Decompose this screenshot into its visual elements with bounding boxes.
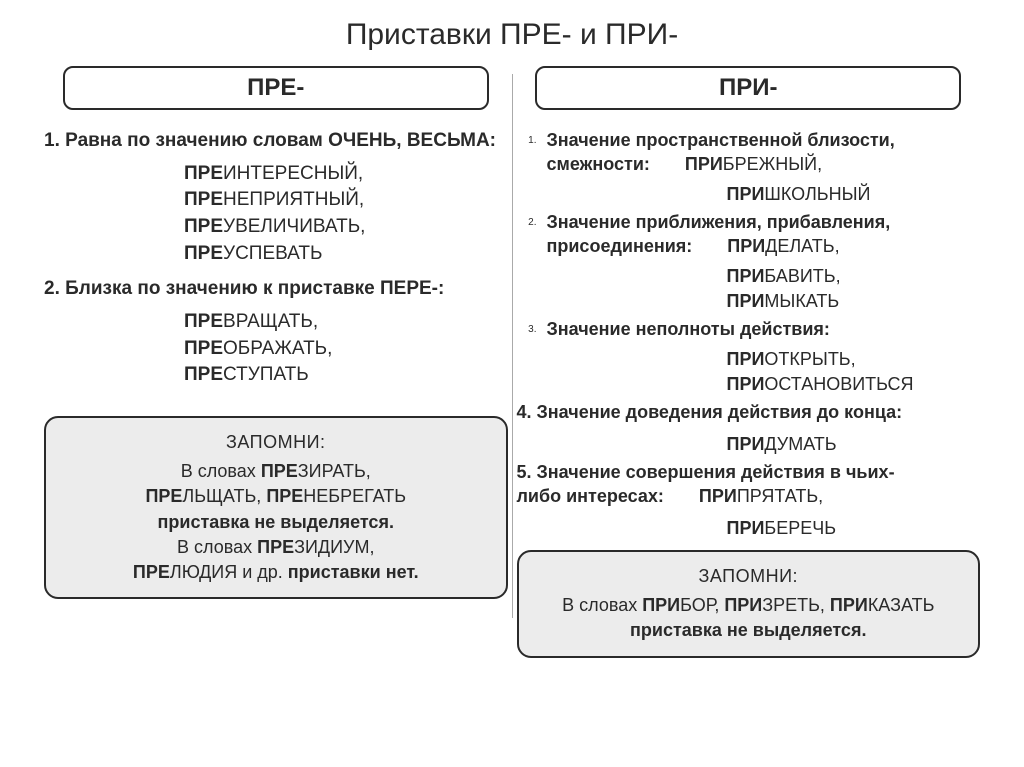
example-word: МЫКАТЬ — [764, 291, 839, 311]
rule-text: Близка по значению к приставке ПЕРЕ-: — [65, 278, 444, 299]
right-rule-2: 2. Значение приближения, прибавления, пр… — [517, 210, 981, 259]
rule-text: либо интересах: — [517, 486, 664, 506]
rule-text: Значение приближения, прибавления, — [547, 210, 891, 234]
left-examples-2: ПРЕВРАЩАТЬ, ПРЕОБРАЖАТЬ, ПРЕСТУПАТЬ — [184, 310, 508, 388]
right-examples-4: ПРИДУМАТЬ — [727, 433, 981, 456]
right-examples-3: ПРИОТКРЫТЬ, ПРИОСТАНОВИТЬСЯ — [727, 348, 981, 397]
page-title: Приставки ПРЕ- и ПРИ- — [40, 18, 984, 52]
right-rule-4: 4. Значение доведения действия до конца: — [517, 400, 981, 424]
right-examples-1: ПРИШКОЛЬНЫЙ — [727, 183, 981, 206]
example-word: ОТКРЫТЬ, — [764, 349, 855, 369]
note-line: В словах ПРИБОР, ПРИЗРЕТЬ, ПРИКАЗАТЬ — [537, 593, 961, 618]
prefix: ПРИ — [699, 486, 737, 506]
rule-number: 1. — [517, 128, 537, 177]
example-word: ОСТАНОВИТЬСЯ — [764, 374, 913, 394]
prefix: ПРЕ — [184, 216, 223, 237]
example-word: НЕПРИЯТНЫЙ, — [223, 189, 364, 210]
prefix: ПРИ — [727, 518, 765, 538]
example-word: ИНТЕРЕСНЫЙ, — [223, 163, 363, 184]
prefix: ПРЕ — [184, 338, 223, 359]
example-word: УСПЕВАТЬ — [223, 243, 322, 264]
prefix: ПРИ — [727, 434, 765, 454]
example-word: ДЕЛАТЬ, — [765, 236, 839, 256]
rule-text: Значение неполноты действия: — [547, 317, 830, 341]
example-word: ПРЯТАТЬ, — [737, 486, 823, 506]
rule-number: 5. — [517, 462, 532, 482]
rule-text: Равна по значению словам ОЧЕНЬ, ВЕСЬМА: — [65, 130, 496, 151]
left-note-box: ЗАПОМНИ: В словах ПРЕЗИРАТЬ, ПРЕЛЬЩАТЬ, … — [44, 416, 508, 599]
prefix: ПРИ — [727, 236, 765, 256]
rule-number: 1. — [44, 130, 60, 151]
example-word: ОБРАЖАТЬ, — [223, 338, 332, 359]
note-line: ПРЕЛЬЩАТЬ, ПРЕНЕБРЕГАТЬ — [64, 484, 488, 509]
right-examples-5: ПРИБЕРЕЧЬ — [727, 517, 981, 540]
example-word: ДУМАТЬ — [764, 434, 836, 454]
rule-text: смежности: — [547, 154, 650, 174]
prefix: ПРИ — [727, 349, 765, 369]
prefix: ПРИ — [727, 184, 765, 204]
prefix: ПРИ — [727, 266, 765, 286]
right-rule-3: 3. Значение неполноты действия: — [517, 317, 981, 341]
prefix: ПРЕ — [184, 163, 223, 184]
note-line: В словах ПРЕЗИДИУМ, — [64, 535, 488, 560]
note-line: приставка не выделяется. — [537, 618, 961, 643]
note-title: ЗАПОМНИ: — [537, 564, 961, 589]
left-examples-1: ПРЕИНТЕРЕСНЫЙ, ПРЕНЕПРИЯТНЫЙ, ПРЕУВЕЛИЧИ… — [184, 162, 508, 267]
left-rule-2: 2. Близка по значению к приставке ПЕРЕ-: — [44, 276, 508, 302]
right-examples-2: ПРИБАВИТЬ, ПРИМЫКАТЬ — [727, 265, 981, 314]
right-rule-1: 1. Значение пространственной близости, с… — [517, 128, 981, 177]
prefix: ПРИ — [727, 291, 765, 311]
note-line: ПРЕЛЮДИЯ и др. приставки нет. — [64, 560, 488, 585]
rule-number: 2. — [44, 278, 60, 299]
rule-number: 4. — [517, 402, 532, 422]
right-column: ПРИ- 1. Значение пространственной близос… — [513, 66, 985, 658]
rule-text: Значение доведения действия до конца: — [537, 402, 903, 422]
example-word: БАВИТЬ, — [764, 266, 840, 286]
rule-text: Значение пространственной близости, — [547, 128, 895, 152]
example-word: БЕРЕЧЬ — [764, 518, 836, 538]
prefix: ПРЕ — [184, 243, 223, 264]
rule-text: Значение совершения действия в чьих- — [537, 462, 895, 482]
prefix: ПРИ — [685, 154, 723, 174]
note-line: приставка не выделяется. — [64, 510, 488, 535]
prefix: ПРЕ — [184, 311, 223, 332]
left-rule-1: 1. Равна по значению словам ОЧЕНЬ, ВЕСЬМ… — [44, 128, 508, 154]
prefix: ПРИ — [727, 374, 765, 394]
right-rule-5: 5. Значение совершения действия в чьих- … — [517, 460, 981, 509]
prefix: ПРЕ — [184, 189, 223, 210]
example-word: УВЕЛИЧИВАТЬ, — [223, 216, 365, 237]
rule-number: 2. — [517, 210, 537, 259]
prefix: ПРЕ — [184, 364, 223, 385]
left-column: ПРЕ- 1. Равна по значению словам ОЧЕНЬ, … — [40, 66, 512, 658]
rule-text: присоединения: — [547, 236, 693, 256]
left-header: ПРЕ- — [63, 66, 489, 110]
example-word: БРЕЖНЫЙ, — [723, 154, 822, 174]
columns-container: ПРЕ- 1. Равна по значению словам ОЧЕНЬ, … — [40, 66, 984, 658]
right-header: ПРИ- — [535, 66, 961, 110]
rule-number: 3. — [517, 317, 537, 341]
note-title: ЗАПОМНИ: — [64, 430, 488, 455]
note-line: В словах ПРЕЗИРАТЬ, — [64, 459, 488, 484]
example-word: ВРАЩАТЬ, — [223, 311, 318, 332]
example-word: СТУПАТЬ — [223, 364, 309, 385]
example-word: ШКОЛЬНЫЙ — [764, 184, 870, 204]
right-note-box: ЗАПОМНИ: В словах ПРИБОР, ПРИЗРЕТЬ, ПРИК… — [517, 550, 981, 658]
